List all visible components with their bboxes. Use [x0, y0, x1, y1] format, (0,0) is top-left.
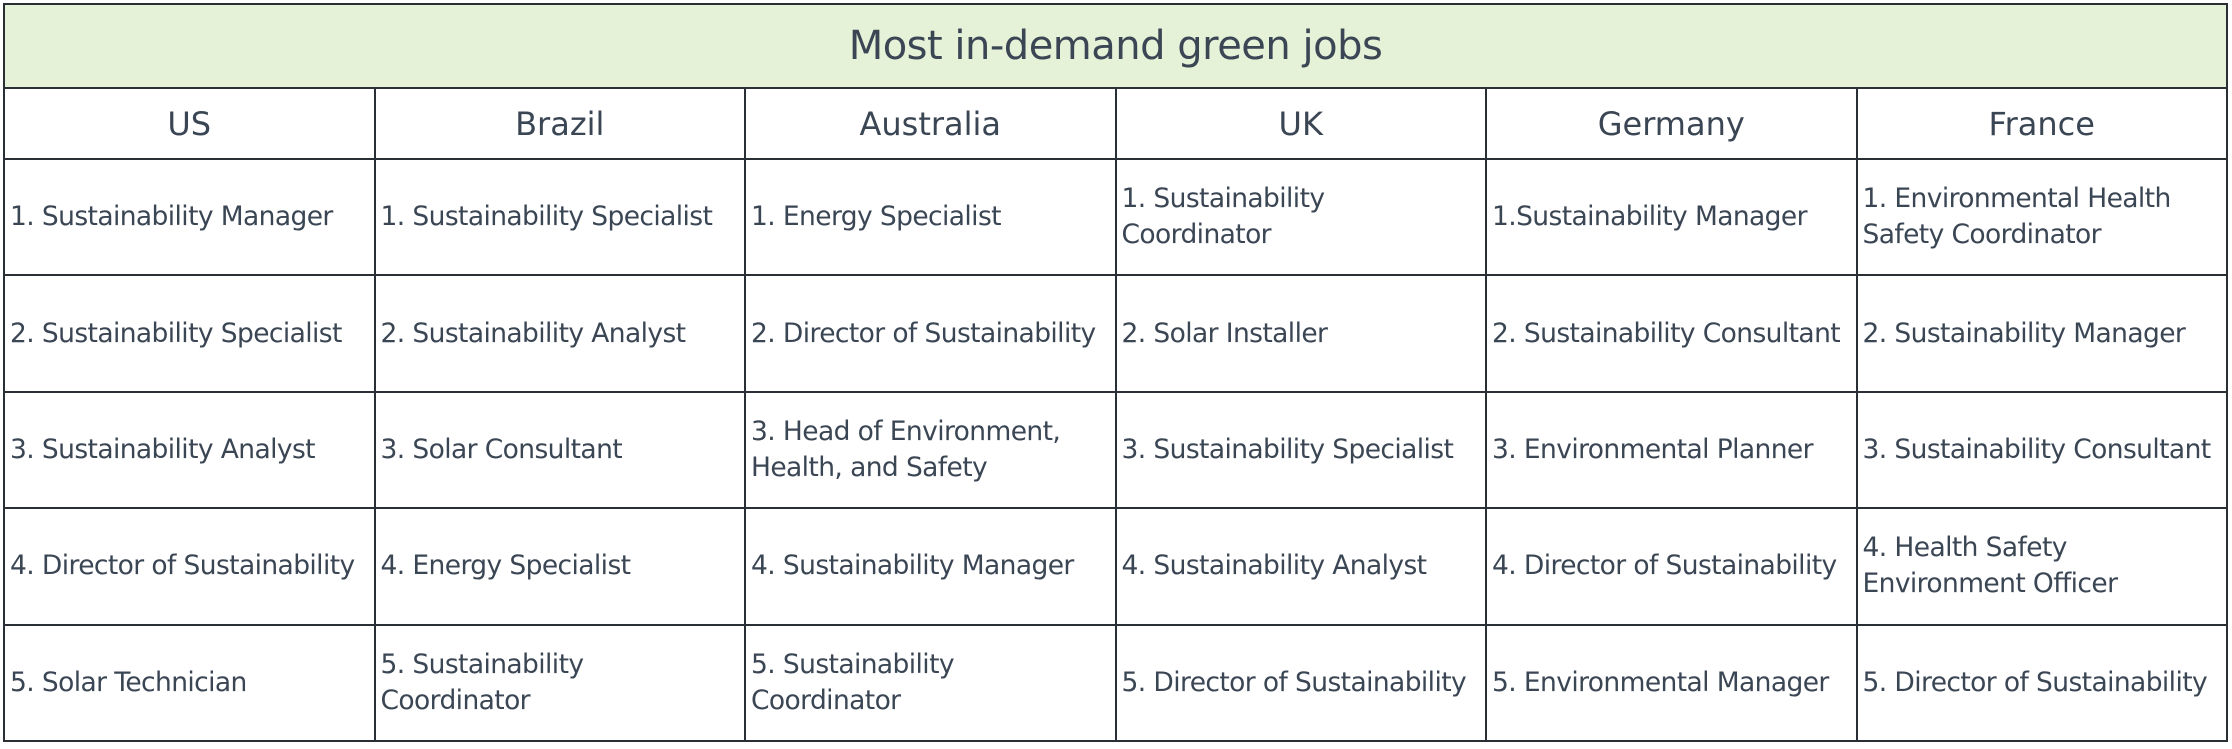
- job-cell: 1. Energy Specialist: [744, 157, 1117, 277]
- title-row: Most in-demand green jobs: [3, 3, 2228, 89]
- job-cell: 3. Environmental Planner: [1485, 390, 1858, 510]
- table-row: 2. Sustainability Specialist 2. Sustaina…: [3, 274, 2228, 393]
- green-jobs-table-wrapper: Most in-demand green jobs US Brazil Aust…: [3, 3, 2228, 743]
- job-cell: 4. Director of Sustainability: [3, 507, 376, 626]
- column-header-australia: Australia: [744, 87, 1117, 160]
- job-cell: 3. Sustainability Consultant: [1855, 390, 2228, 510]
- job-cell: 3. Head of Environment, Health, and Safe…: [744, 390, 1117, 510]
- table-row: 1. Sustainability Manager 1. Sustainabil…: [3, 157, 2228, 277]
- job-cell: 5. Director of Sustainability: [1114, 623, 1487, 743]
- job-cell: 1. Environmental Health Safety Coordinat…: [1855, 157, 2228, 277]
- job-cell: 4. Energy Specialist: [373, 507, 746, 626]
- job-cell: 2. Sustainability Consultant: [1485, 274, 1858, 393]
- job-cell: 1. Sustainability Specialist: [373, 157, 746, 277]
- job-cell: 1.Sustainability Manager: [1485, 157, 1858, 277]
- job-cell: 4. Director of Sustainability: [1485, 507, 1858, 626]
- job-cell: 1. Sustainability Coordinator: [1114, 157, 1487, 277]
- job-cell: 4. Sustainability Manager: [744, 507, 1117, 626]
- column-header-uk: UK: [1114, 87, 1487, 160]
- job-cell: 4. Sustainability Analyst: [1114, 507, 1487, 626]
- column-header-brazil: Brazil: [373, 87, 746, 160]
- job-cell: 3. Sustainability Specialist: [1114, 390, 1487, 510]
- column-header-us: US: [3, 87, 376, 160]
- job-cell: 4. Health Safety Environment Officer: [1855, 507, 2228, 626]
- column-header-germany: Germany: [1485, 87, 1858, 160]
- job-cell: 5. Solar Technician: [3, 623, 376, 743]
- job-cell: 5. Environmental Manager: [1485, 623, 1858, 743]
- job-cell: 5. Director of Sustainability: [1855, 623, 2228, 743]
- table-row: 3. Sustainability Analyst 3. Solar Consu…: [3, 390, 2228, 510]
- column-header-france: France: [1855, 87, 2228, 160]
- table-title: Most in-demand green jobs: [3, 3, 2228, 89]
- job-cell: 1. Sustainability Manager: [3, 157, 376, 277]
- green-jobs-table: Most in-demand green jobs US Brazil Aust…: [3, 3, 2228, 743]
- job-cell: 5. Sustainability Coordinator: [744, 623, 1117, 743]
- table-row: 5. Solar Technician 5. Sustainability Co…: [3, 623, 2228, 743]
- job-cell: 2. Sustainability Specialist: [3, 274, 376, 393]
- table-row: 4. Director of Sustainability 4. Energy …: [3, 507, 2228, 626]
- job-cell: 5. Sustainability Coordinator: [373, 623, 746, 743]
- job-cell: 2. Director of Sustainability: [744, 274, 1117, 393]
- job-cell: 3. Sustainability Analyst: [3, 390, 376, 510]
- header-row: US Brazil Australia UK Germany France: [3, 87, 2228, 160]
- job-cell: 3. Solar Consultant: [373, 390, 746, 510]
- job-cell: 2. Sustainability Analyst: [373, 274, 746, 393]
- job-cell: 2. Solar Installer: [1114, 274, 1487, 393]
- job-cell: 2. Sustainability Manager: [1855, 274, 2228, 393]
